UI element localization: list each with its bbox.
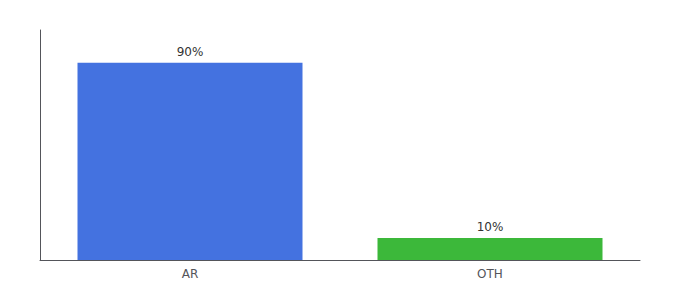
svg-text:OTH: OTH bbox=[477, 267, 503, 281]
svg-text:10%: 10% bbox=[477, 220, 504, 234]
svg-text:90%: 90% bbox=[177, 45, 204, 59]
svg-text:AR: AR bbox=[182, 267, 199, 281]
